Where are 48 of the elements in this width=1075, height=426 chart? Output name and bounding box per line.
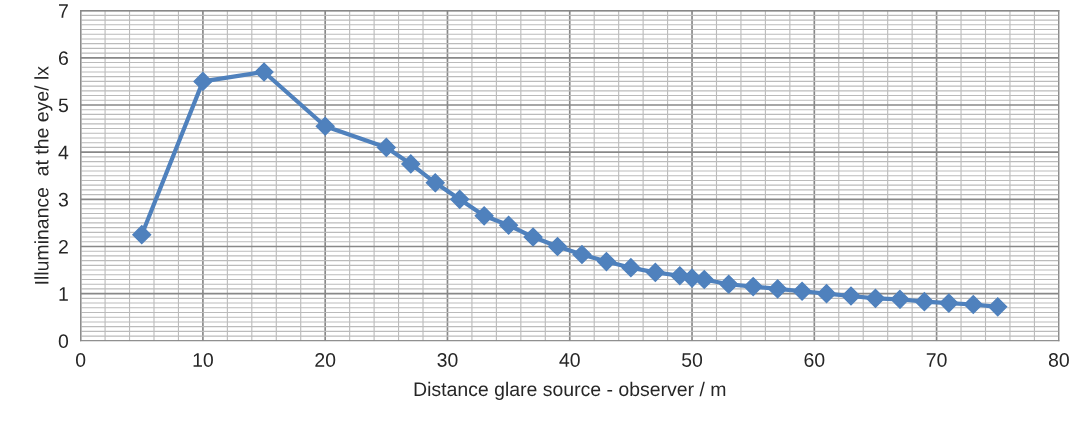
point: [499, 215, 519, 235]
point: [914, 292, 934, 312]
y-tick-label: 6: [58, 51, 68, 66]
point: [132, 225, 152, 245]
y-tick-label: 4: [58, 145, 69, 160]
x-tick-label: 80: [1048, 353, 1069, 367]
point: [450, 189, 470, 209]
x-tick-label: 40: [559, 353, 580, 367]
point: [547, 236, 568, 257]
point: [645, 262, 665, 282]
x-tick-label: 50: [682, 353, 703, 367]
y-tick-label: 5: [58, 98, 69, 113]
point: [254, 62, 274, 82]
point: [719, 274, 739, 294]
y-tick-label: 2: [58, 239, 68, 254]
x-tick-label: 0: [75, 353, 86, 367]
point: [523, 227, 543, 247]
x-tick-label: 20: [315, 353, 336, 367]
y-tick-label: 3: [58, 192, 68, 207]
y-axis-title: Illuminance at the eye/ lx: [34, 66, 53, 284]
point: [939, 293, 959, 313]
x-tick-label: 10: [193, 353, 213, 367]
point: [865, 288, 885, 308]
point: [792, 281, 812, 301]
y-tick-label: 7: [59, 4, 68, 18]
point: [694, 269, 714, 290]
point: [768, 279, 788, 299]
point: [193, 71, 213, 91]
point: [817, 284, 837, 304]
point: [621, 258, 641, 278]
point: [596, 252, 616, 272]
point: [890, 289, 910, 309]
x-axis-title: Distance glare source - observer / m: [414, 381, 726, 400]
x-tick-label: 60: [804, 353, 825, 367]
point: [474, 206, 494, 226]
y-tick-label: 0: [58, 334, 69, 349]
point: [376, 137, 396, 157]
point: [988, 297, 1008, 317]
point: [315, 116, 335, 136]
x-tick-label: 70: [926, 353, 947, 367]
x-tick-label: 30: [437, 353, 458, 367]
y-tick-label: 1: [59, 287, 68, 301]
point: [841, 286, 861, 306]
point: [963, 294, 983, 315]
point: [743, 277, 763, 297]
point: [572, 244, 592, 265]
point: [425, 173, 445, 193]
point: [401, 154, 421, 174]
